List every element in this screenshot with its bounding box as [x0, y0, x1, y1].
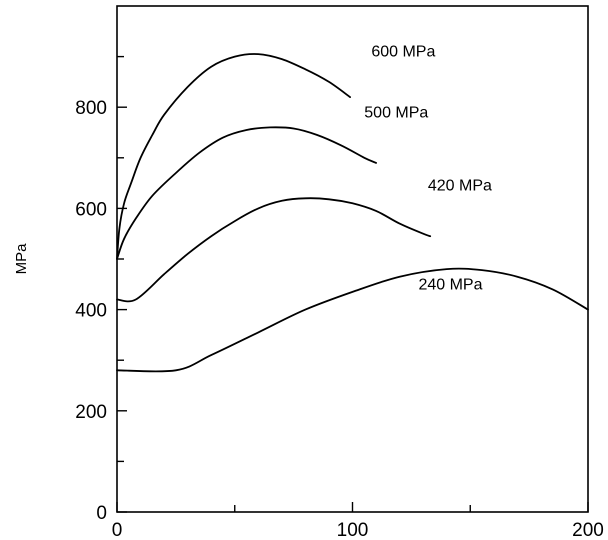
- x-tick-label: 0: [112, 520, 123, 540]
- series-line-420-mpa: [116, 197, 432, 303]
- y-tick-label: 400: [75, 301, 107, 322]
- plot-frame: [116, 5, 589, 513]
- series-line-600-mpa: [116, 53, 351, 260]
- y-tick-label: 200: [75, 402, 107, 423]
- series-label-group: 600 MPa 500 MPa 420 MPa 240 MPa: [364, 44, 492, 294]
- y-tick-label: 800: [75, 98, 107, 119]
- series-label-600-mpa: 600 MPa: [371, 44, 435, 61]
- y-tick-label: 0: [96, 503, 107, 524]
- x-tick-label: 200: [572, 520, 604, 540]
- y-tick-label: 600: [75, 199, 107, 220]
- tick-label-group: 0 200 400 600 800 0 100 200: [75, 98, 604, 540]
- series-line-500-mpa: [116, 126, 377, 260]
- series-line-240-mpa: [116, 267, 589, 373]
- x-tick-label: 100: [337, 520, 369, 540]
- series-group: [116, 53, 589, 373]
- series-label-420-mpa: 420 MPa: [428, 178, 492, 195]
- y-axis-title: MPa: [13, 243, 30, 275]
- tick-group: [116, 55, 589, 513]
- series-label-500-mpa: 500 MPa: [364, 104, 428, 121]
- series-label-240-mpa: 240 MPa: [418, 276, 482, 293]
